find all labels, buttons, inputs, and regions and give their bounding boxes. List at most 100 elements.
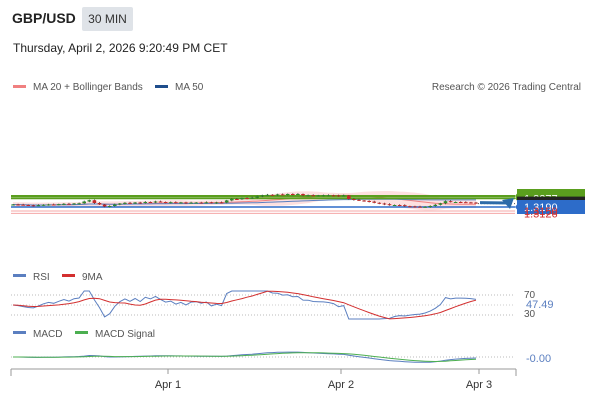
candle-body [189,202,193,204]
candle-body [357,199,361,201]
candle-body [428,206,432,207]
candle-body [438,203,443,205]
candle-body [255,196,259,198]
candle-body [240,198,244,200]
candle-body [67,203,71,205]
candle-body [62,203,66,205]
legend-rsi-swatch [13,274,26,277]
candle-body [382,203,387,205]
rsi-9ma-line [12,290,477,320]
candle-body [367,201,371,202]
candle-body [301,194,305,196]
candle-body [423,206,427,208]
candle-body [458,202,463,203]
x-label-apr2: Apr 2 [328,379,354,391]
candle-body [36,205,41,207]
macd-value-label: -0.00 [526,353,551,365]
macd-line [13,351,477,363]
candle-body [403,205,407,207]
candle-body [347,195,351,199]
candle-body [392,205,397,206]
candle-body [57,204,61,206]
ma50-line [12,198,476,206]
candle-body [118,203,122,205]
legend-9ma-swatch [62,274,75,277]
timeframe-badge[interactable]: 30 MIN [82,7,133,31]
candle-body [16,204,20,206]
price-label-text: 1.3150 [524,206,558,218]
macd-signal-line [13,352,477,363]
candle-body [270,194,275,196]
candle-body [143,202,148,203]
candle-body [46,204,51,206]
forecast-arrow [479,198,514,209]
forecast-arrow-head [502,198,514,209]
candle-body [245,198,249,199]
candle-body [316,195,321,197]
candle-body [31,205,36,207]
price-label-box [517,200,585,214]
candle-body [107,206,112,207]
candle-body [158,201,163,203]
candle-body [235,199,239,200]
candle-body [133,202,137,204]
candle-body [21,204,25,206]
candle-body [51,204,56,206]
candle-body [204,202,209,204]
rsi-level-70: 70 [524,290,536,301]
candle-body [448,201,453,203]
candle-body [372,201,376,203]
candle-body [377,202,382,204]
price-label-text: 1.3126 [524,208,558,220]
rsi-line [12,290,477,320]
macd-panel [11,351,515,363]
candle-body [153,201,158,203]
candle-body [326,195,331,197]
candle-body [230,199,234,201]
rsi-panel [11,290,515,320]
candle-body [102,204,107,207]
candle-body [464,202,468,204]
candle-body [163,202,168,203]
candle-body [321,195,326,197]
candle-body [291,194,295,195]
x-label-apr3: Apr 3 [466,379,492,391]
legend-rsi-label: RSI [33,272,50,283]
candle-body [443,201,448,204]
candle-body [82,201,86,204]
candle-body [296,194,300,195]
legend-ma20-swatch [13,85,26,88]
legend-macd-signal-swatch [75,331,88,334]
candle-body [362,200,366,202]
candle-body [11,204,15,206]
candle-body [280,194,285,196]
candle-body [174,202,178,204]
candle-body [209,202,214,204]
rsi-level-30: 30 [524,309,536,320]
candle-body [336,195,341,197]
candle-body [260,195,265,197]
candle-body [433,204,438,206]
candle-body [408,206,412,208]
chart-datetime: Thursday, April 2, 2026 9:20:49 PM CET [13,41,228,55]
candle-body [41,204,46,206]
price-label-text: 1.3190 [524,202,558,214]
candle-body [92,200,97,203]
candlesticks [11,193,478,208]
legend-macd-signal-label: MACD Signal [95,329,155,340]
x-label-apr1: Apr 1 [155,379,181,391]
candle-body [214,202,219,204]
legend-macd-label: MACD [33,329,62,340]
candle-body [77,203,81,205]
candle-body [397,205,402,206]
candle-body [474,202,478,204]
candle-body [306,195,310,197]
candle-body [179,202,183,204]
rsi-value-label: 47.49 [526,299,554,311]
candle-body [194,202,198,204]
candle-body [413,206,417,208]
candle-body [311,195,315,197]
candle-body [128,202,132,204]
